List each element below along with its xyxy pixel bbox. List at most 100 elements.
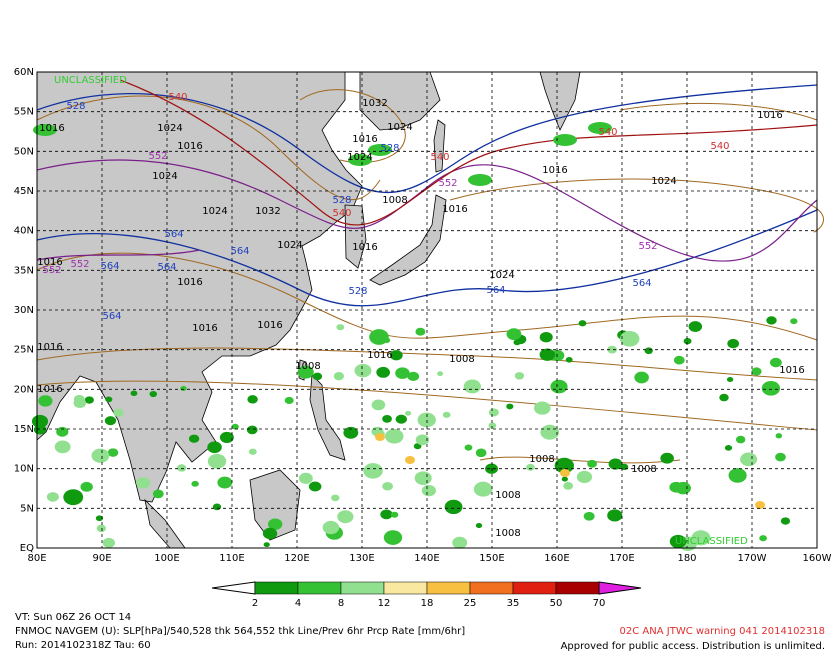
rain-cell xyxy=(513,339,521,346)
rain-cell xyxy=(368,144,392,156)
rain-cell xyxy=(297,365,314,379)
contour-label: 564 xyxy=(157,262,176,273)
colorbar: 2 4 8 12 18 25 35 50 70 xyxy=(211,581,642,609)
rain-cell xyxy=(578,320,587,327)
rain-cell xyxy=(607,509,623,522)
map-frame xyxy=(36,71,818,549)
rain-cell xyxy=(769,357,782,368)
contour-label: 1032 xyxy=(362,98,387,109)
rain-cell xyxy=(363,463,383,479)
rain-cell xyxy=(31,414,49,428)
rain-cell xyxy=(376,366,390,378)
rain-cell xyxy=(775,452,786,462)
rain-cell xyxy=(63,489,84,506)
contour-label: 1016 xyxy=(192,323,217,334)
rain-cell xyxy=(73,394,85,404)
rain-cell xyxy=(308,481,322,492)
contour-label: 1008 xyxy=(449,354,474,365)
lon-label: 80E xyxy=(27,553,46,564)
colorbar-bin xyxy=(469,581,514,595)
rain-cell xyxy=(464,444,473,451)
contour-label: 1016 xyxy=(757,110,782,121)
contour-label: 1024 xyxy=(277,240,302,251)
land xyxy=(36,71,581,549)
contour-label: 1016 xyxy=(542,165,567,176)
rain-cell xyxy=(561,476,568,482)
contour-label: 1016 xyxy=(177,277,202,288)
rain-cell xyxy=(724,445,733,451)
rain-cell xyxy=(526,463,535,471)
rain-cell xyxy=(587,459,597,468)
rain-cell xyxy=(262,527,278,540)
contour-label: 552 xyxy=(438,178,457,189)
graticule: EQ 5N 10N 15N 20N 25N 30N 35N 40N 45N 50N 55N 60N 80E… xyxy=(14,67,832,564)
lat-label: 50N xyxy=(14,146,34,157)
lon-label: 180 xyxy=(677,553,696,564)
rain-cell xyxy=(385,428,404,444)
lon-label: 110E xyxy=(219,553,244,564)
rain-cell xyxy=(407,371,420,382)
rain-cell xyxy=(673,355,685,365)
contour-label: 1032 xyxy=(255,206,280,217)
contour-label: 1024 xyxy=(202,206,227,217)
colorbar-bin xyxy=(383,581,428,595)
rain-cell xyxy=(130,390,138,396)
lon-label: 150E xyxy=(479,553,504,564)
colorbar-label: 4 xyxy=(295,598,301,609)
rain-cell xyxy=(550,379,568,394)
contour-label: 1016 xyxy=(37,342,62,353)
rain-cell xyxy=(726,376,734,383)
contour-label: 540 xyxy=(430,152,449,163)
rain-cell xyxy=(506,403,514,410)
rain-cell xyxy=(113,408,124,417)
run: Run: 2014102318Z Tau: 60 xyxy=(15,640,151,651)
contour-label: 564 xyxy=(230,246,249,257)
rain-cell xyxy=(534,401,551,415)
lon-label: 160E xyxy=(544,553,569,564)
rain-cell xyxy=(468,174,492,186)
rain-cell xyxy=(348,154,372,166)
rain-cell xyxy=(149,391,158,398)
rain-cell xyxy=(369,329,389,345)
contour-label: 540 xyxy=(710,141,729,152)
contour-label: 1024 xyxy=(489,270,514,281)
contour-label: 540 xyxy=(598,127,617,138)
lat-label: 55N xyxy=(14,107,34,118)
rain-cell xyxy=(790,318,798,325)
contour-label: 552 xyxy=(70,259,89,270)
rain-cell xyxy=(775,433,783,439)
colorbar-label: 50 xyxy=(550,598,563,609)
rain-cell xyxy=(80,481,93,492)
rain-cell xyxy=(105,396,113,403)
lon-label: 170W xyxy=(738,553,767,564)
lon-label: 120E xyxy=(284,553,309,564)
rain-cell xyxy=(312,372,323,381)
contour-label: 1008 xyxy=(495,528,520,539)
rain-cell xyxy=(669,534,687,549)
lat-label: 15N xyxy=(14,424,34,435)
rain-cell xyxy=(660,452,674,464)
precipitation xyxy=(31,122,798,551)
rain-cell xyxy=(56,426,69,437)
rain-cell xyxy=(322,520,340,535)
contour-label: 1016 xyxy=(257,320,282,331)
rain-cell xyxy=(343,426,359,439)
rain-cell xyxy=(375,433,385,441)
contour-label: 1024 xyxy=(387,122,412,133)
rain-cell xyxy=(463,379,481,394)
rain-cell xyxy=(415,327,426,336)
rain-cell xyxy=(104,416,117,426)
rain-cell xyxy=(675,481,691,495)
rain-cell xyxy=(395,367,410,379)
rain-cell xyxy=(219,431,234,444)
contour-label: 1008 xyxy=(495,490,520,501)
lat-label: 5N xyxy=(20,503,34,514)
contour-label: 564 xyxy=(102,311,121,322)
rain-cell xyxy=(405,456,415,464)
rain-cell xyxy=(619,331,640,347)
rain-cell xyxy=(102,537,116,548)
rain-cell xyxy=(331,494,340,502)
lat-label: EQ xyxy=(20,543,34,554)
rain-cell xyxy=(607,345,618,354)
